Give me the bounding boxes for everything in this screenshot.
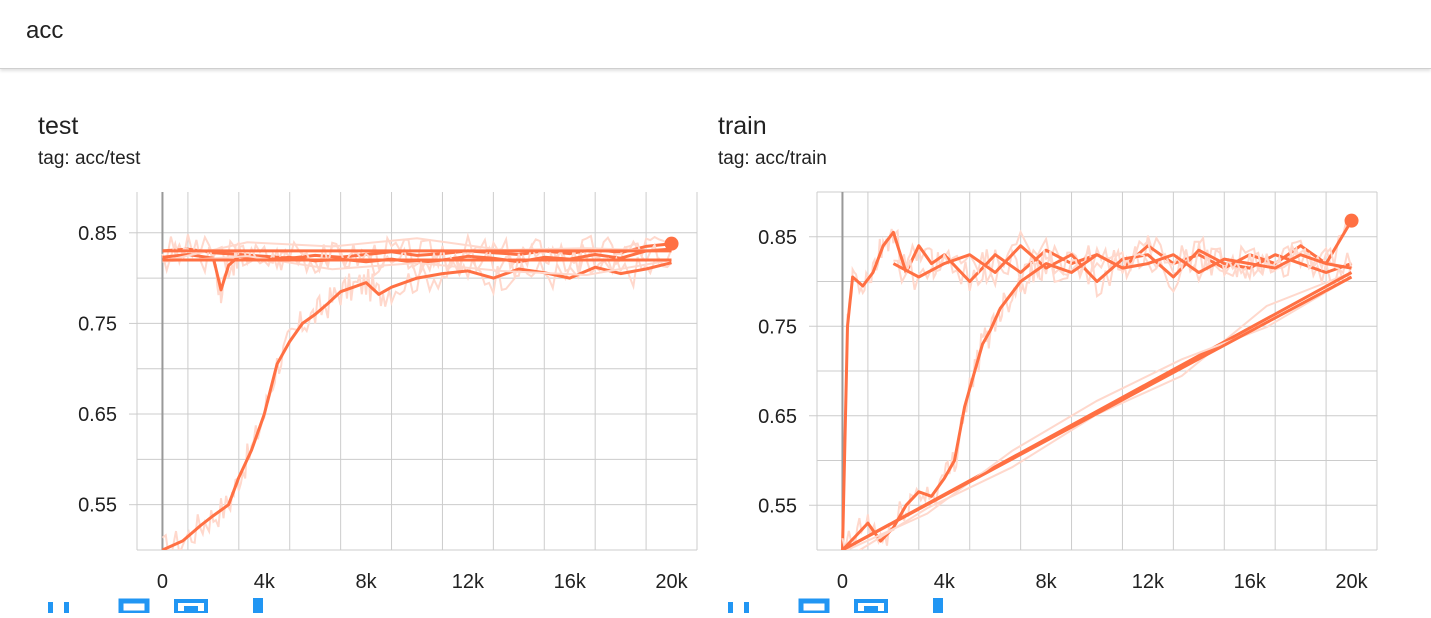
data-download-icon[interactable] (798, 598, 830, 616)
fit-domain-icon[interactable] (174, 599, 208, 615)
chart-title: test (38, 112, 79, 140)
x-tick-label: 0 (837, 571, 848, 593)
toolbar-icons (728, 598, 943, 616)
chart-test-plot[interactable]: 0.55 0.65 0.75 0.85 0 4k 8k 12k 16k 20k (0, 100, 698, 613)
chart-tag: tag: acc/test (38, 148, 141, 169)
x-tick-label: 16k (554, 571, 587, 593)
chart-title: train (718, 112, 767, 140)
x-tick-label: 8k (356, 571, 378, 593)
data-download-icon[interactable] (118, 598, 150, 616)
x-tick-label: 0 (157, 571, 168, 593)
y-tick-label: 0.65 (78, 404, 117, 426)
chart-tag: tag: acc/train (718, 148, 827, 169)
toolbar-icons (48, 598, 263, 616)
x-tick-label: 8k (1036, 571, 1058, 593)
series-raw-line (844, 276, 1353, 550)
series-line[interactable] (161, 261, 672, 550)
series-line[interactable] (841, 275, 1353, 550)
more-icon[interactable] (933, 598, 943, 613)
series-line[interactable] (841, 253, 1352, 550)
series-raw-line (161, 253, 673, 550)
x-tick-label: 20k (1335, 571, 1368, 593)
y-tick-label: 0.55 (78, 495, 117, 517)
y-tick-label: 0.75 (78, 313, 117, 335)
series-end-marker[interactable] (664, 236, 679, 251)
y-tick-label: 0.65 (758, 406, 797, 428)
fit-domain-icon[interactable] (854, 599, 888, 615)
more-icon[interactable] (253, 598, 263, 613)
chart-card-train: train tag: acc/train 0.55 0.65 0.75 0.85 0 4k… (680, 100, 1378, 613)
chart-train-plot[interactable]: 0.55 0.65 0.75 0.85 0 4k 8k 12k 16k 20k (680, 100, 1378, 613)
series-end-marker[interactable] (1344, 213, 1359, 228)
chart-card-test: test tag: acc/test 0.55 0.65 0.75 0.85 0 4k 8k… (0, 100, 698, 613)
x-tick-label: 12k (1132, 571, 1165, 593)
x-tick-label: 4k (254, 571, 276, 593)
expand-icon[interactable] (48, 602, 69, 613)
series-raw-line (162, 237, 672, 263)
x-tick-label: 4k (934, 571, 956, 593)
y-tick-label: 0.75 (758, 316, 797, 338)
expand-icon[interactable] (728, 602, 749, 613)
series-raw-line (162, 255, 672, 277)
series-group (841, 214, 1353, 550)
x-tick-label: 20k (655, 571, 688, 593)
series-line[interactable] (841, 219, 1353, 550)
x-tick-label: 16k (1234, 571, 1267, 593)
series-line[interactable] (892, 244, 1352, 283)
y-tick-label: 0.55 (758, 495, 797, 517)
group-header[interactable]: acc (0, 0, 1431, 69)
y-tick-label: 0.85 (758, 227, 797, 249)
chart-toolbar-test (48, 598, 268, 616)
group-title: acc (26, 17, 64, 44)
series-group (161, 232, 673, 550)
chart-toolbar-train (728, 598, 948, 616)
y-tick-label: 0.85 (78, 223, 117, 245)
x-tick-label: 12k (452, 571, 485, 593)
